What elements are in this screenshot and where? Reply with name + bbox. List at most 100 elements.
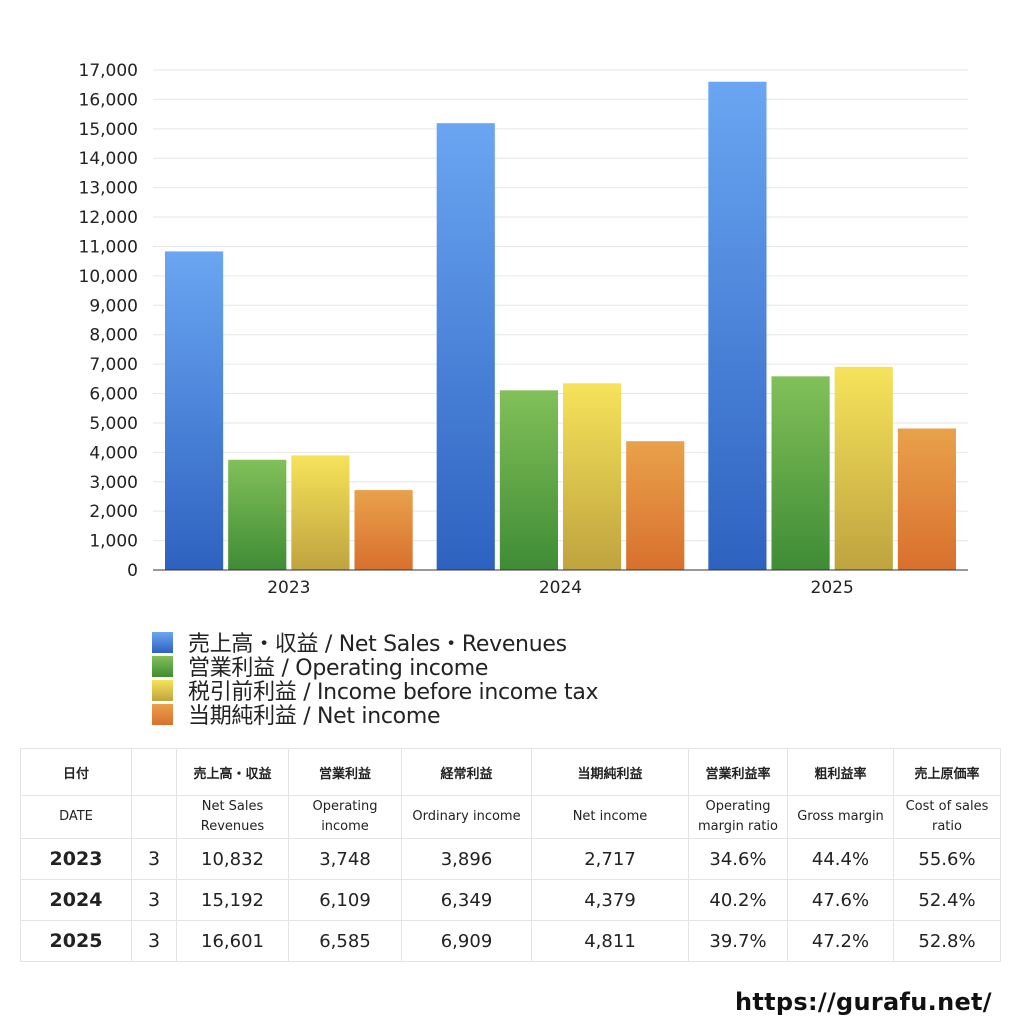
y-tick-label: 0 [127, 561, 138, 581]
header-month-jp [131, 748, 177, 796]
cell-net-sales: 10,832 [176, 838, 289, 880]
y-tick-label: 11,000 [79, 237, 138, 257]
bar-2025-series-1 [771, 376, 830, 570]
header-operating-income-jp: 営業利益 [288, 748, 402, 796]
cell-year: 2023 [20, 838, 132, 880]
table-header-en: DATE Net Sales Revenues Operating income… [20, 795, 1001, 839]
y-tick-label: 16,000 [79, 90, 138, 110]
bar-2023-series-2 [291, 455, 350, 570]
header-operating-income-en: Operating income [288, 795, 402, 839]
y-tick-label: 12,000 [79, 208, 138, 228]
legend-swatch-income-before-tax [152, 679, 173, 701]
header-ordinary-income-jp: 経常利益 [401, 748, 532, 796]
header-date-jp: 日付 [20, 748, 132, 796]
header-cost-of-sales-en: Cost of sales ratio [893, 795, 1001, 839]
legend-label: 売上高・収益 / Net Sales・Revenues [188, 632, 567, 657]
x-tick-label: 2024 [539, 578, 582, 598]
y-tick-label: 14,000 [79, 149, 138, 169]
legend: 売上高・収益 / Net Sales・Revenues 営業利益 / Opera… [152, 630, 599, 729]
grid-lines [153, 69, 968, 542]
cell-net-income: 4,811 [531, 920, 689, 962]
cell-operating-margin: 39.7% [688, 920, 788, 962]
source-url[interactable]: https://gurafu.net/ [735, 988, 992, 1016]
legend-label: 営業利益 / Operating income [188, 656, 489, 681]
bar-2024-series-0 [436, 123, 495, 571]
header-operating-margin-en: Operating margin ratio [688, 795, 788, 839]
bar-2023-series-0 [165, 251, 224, 571]
legend-swatch-operating-income [152, 655, 173, 677]
cell-month: 3 [131, 920, 177, 962]
cell-gross-margin: 47.2% [787, 920, 894, 962]
bar-2025-series-3 [897, 428, 956, 570]
y-tick-label: 10,000 [79, 267, 138, 287]
y-tick-label: 1,000 [89, 532, 138, 552]
cell-ordinary-income: 3,896 [401, 838, 532, 880]
bar-chart: 0 1,000 2,000 3,000 4,000 5,000 6,000 7,000 8,00… [79, 61, 968, 598]
legend-label: 当期純利益 / Net income [188, 704, 441, 729]
header-net-sales-jp: 売上高・収益 [176, 748, 289, 796]
cell-operating-margin: 34.6% [688, 838, 788, 880]
x-tick-label: 2025 [811, 578, 854, 598]
y-tick-label: 8,000 [89, 326, 138, 346]
legend-item-net-sales: 売上高・収益 / Net Sales・Revenues [152, 630, 598, 657]
y-tick-label: 9,000 [89, 296, 138, 316]
cell-month: 3 [131, 879, 177, 921]
header-cost-of-sales-jp: 売上原価率 [893, 748, 1001, 796]
y-tick-label: 15,000 [79, 120, 138, 140]
cell-gross-margin: 47.6% [787, 879, 894, 921]
table-row: 2024 3 15,192 6,109 6,349 4,379 40.2% 47… [20, 879, 1001, 921]
table-header-jp: 日付 売上高・収益 営業利益 経常利益 当期純利益 営業利益率 粗利益率 売上原… [20, 748, 1001, 796]
header-ordinary-income-en: Ordinary income [401, 795, 532, 839]
cell-operating-income: 6,109 [288, 879, 402, 921]
header-date-en: DATE [20, 795, 132, 839]
bar-2023-series-3 [354, 490, 413, 570]
cell-ordinary-income: 6,349 [401, 879, 532, 921]
cell-year: 2024 [20, 879, 132, 921]
y-tick-label: 2,000 [89, 502, 138, 522]
bar-2025-series-2 [834, 366, 893, 570]
header-gross-margin-en: Gross margin [787, 795, 894, 839]
y-tick-label: 13,000 [79, 179, 138, 199]
cell-net-sales: 16,601 [176, 920, 289, 962]
bar-2025-series-0 [708, 81, 767, 570]
cell-year: 2025 [20, 920, 132, 962]
bar-2023-series-1 [228, 459, 287, 570]
cell-net-income: 4,379 [531, 879, 689, 921]
legend-item-operating-income: 営業利益 / Operating income [152, 654, 598, 681]
y-tick-label: 3,000 [89, 473, 138, 493]
table-row: 2023 3 10,832 3,748 3,896 2,717 34.6% 44… [20, 838, 1001, 880]
header-month-en [131, 795, 177, 839]
cell-operating-income: 6,585 [288, 920, 402, 962]
y-tick-label: 6,000 [89, 385, 138, 405]
x-tick-label: 2023 [267, 578, 310, 598]
legend-item-net-income: 当期純利益 / Net income [152, 702, 598, 729]
y-tick-label: 17,000 [79, 61, 138, 81]
y-tick-label: 5,000 [89, 414, 138, 434]
bar-2024-series-2 [563, 383, 622, 570]
cell-ordinary-income: 6,909 [401, 920, 532, 962]
legend-swatch-net-sales [152, 631, 173, 653]
cell-cost-of-sales: 55.6% [893, 838, 1001, 880]
cell-gross-margin: 44.4% [787, 838, 894, 880]
financial-data-table: 日付 売上高・収益 営業利益 経常利益 当期純利益 営業利益率 粗利益率 売上原… [20, 748, 1001, 962]
header-gross-margin-jp: 粗利益率 [787, 748, 894, 796]
cell-month: 3 [131, 838, 177, 880]
header-net-income-jp: 当期純利益 [531, 748, 689, 796]
y-axis-ticks: 0 1,000 2,000 3,000 4,000 5,000 6,000 7,000 8,00… [79, 61, 138, 581]
header-operating-margin-jp: 営業利益率 [688, 748, 788, 796]
cell-operating-income: 3,748 [288, 838, 402, 880]
table-row: 2025 3 16,601 6,585 6,909 4,811 39.7% 47… [20, 920, 1001, 962]
bar-2024-series-1 [499, 390, 558, 570]
bar-2024-series-3 [626, 441, 685, 570]
bars [165, 81, 956, 571]
header-net-income-en: Net income [531, 795, 689, 839]
legend-item-income-before-tax: 税引前利益 / Income before income tax [152, 678, 599, 705]
cell-operating-margin: 40.2% [688, 879, 788, 921]
legend-label: 税引前利益 / Income before income tax [188, 680, 599, 705]
cell-net-sales: 15,192 [176, 879, 289, 921]
header-net-sales-en: Net Sales Revenues [176, 795, 289, 839]
y-tick-label: 7,000 [89, 355, 138, 375]
x-axis-ticks: 2023 2024 2025 [267, 578, 854, 598]
y-tick-label: 4,000 [89, 443, 138, 463]
cell-cost-of-sales: 52.4% [893, 879, 1001, 921]
